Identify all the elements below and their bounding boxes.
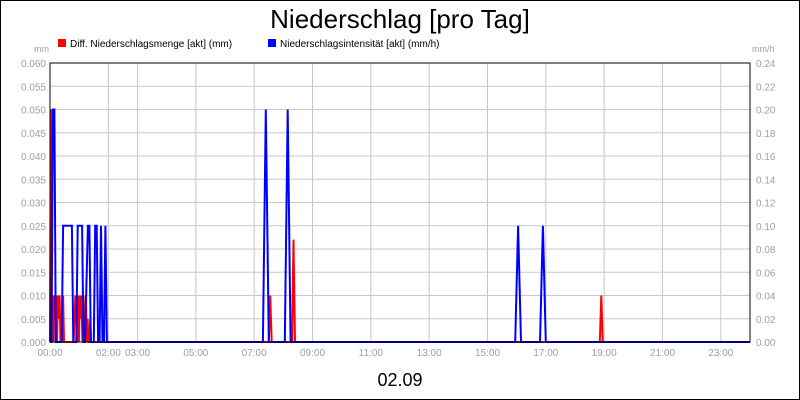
x-tick-label: 05:00 [183,348,208,359]
y-right-tick-label: 0.24 [756,59,776,70]
y-right-tick-label: 0.16 [756,152,776,163]
y-right-tick-label: 0.02 [756,315,776,326]
y-left-tick-label: 0.010 [21,292,46,303]
y-right-tick-label: 0.22 [756,82,776,93]
x-tick-label: 17:00 [533,348,558,359]
x-tick-label: 09:00 [300,348,325,359]
y-right-unit: mm/h [752,44,775,54]
x-tick-label: 13:00 [417,348,442,359]
x-tick-label: 21:00 [650,348,675,359]
y-left-tick-label: 0.020 [21,245,46,256]
legend-swatch-blue [268,39,276,47]
legend-label-niederschlagsintensitaet: Niederschlagsintensität [akt] (mm/h) [280,39,440,50]
legend-swatch-red [58,39,66,47]
y-left-tick-label: 0.040 [21,152,46,163]
x-tick-label: 15:00 [475,348,500,359]
y-left-tick-label: 0.030 [21,199,46,210]
y-right-tick-label: 0.04 [756,292,776,303]
y-right-tick-label: 0.00 [756,338,776,349]
x-tick-label: 00:00 [37,348,62,359]
x-tick-label: 07:00 [242,348,267,359]
y-left-tick-label: 0.035 [21,175,46,186]
y-right-tick-label: 0.10 [756,222,776,233]
date-label: 02.09 [377,370,422,390]
legend-label-niederschlagsmenge: Diff. Niederschlagsmenge [akt] (mm) [70,39,232,50]
y-left-tick-label: 0.025 [21,222,46,233]
y-left-tick-label: 0.000 [21,338,46,349]
x-tick-label: 02:00 [96,348,121,359]
y-left-tick-label: 0.005 [21,315,46,326]
legend: Diff. Niederschlagsmenge [akt] (mm) Nied… [58,39,440,50]
y-left-tick-label: 0.045 [21,129,46,140]
x-tick-label: 03:00 [125,348,150,359]
y-right-tick-label: 0.18 [756,129,776,140]
y-right-axis: 0.00 0.02 0.04 0.06 0.08 0.10 0.12 0.14 0.16 0.18… [756,59,776,349]
grid [50,63,750,342]
x-tick-label: 23:00 [708,348,733,359]
y-right-tick-label: 0.12 [756,199,776,210]
chart-title: Niederschlag [pro Tag] [270,4,530,34]
y-left-tick-label: 0.060 [21,59,46,70]
x-tick-label: 11:00 [359,348,384,359]
y-right-tick-label: 0.06 [756,268,776,279]
y-left-axis: 0.000 0.005 0.010 0.015 0.020 0.025 0.030 0.035… [21,59,46,349]
y-left-tick-label: 0.015 [21,268,46,279]
y-right-tick-label: 0.20 [756,106,776,117]
y-right-tick-label: 0.14 [756,175,776,186]
y-left-unit: mm [34,44,49,54]
y-left-tick-label: 0.050 [21,106,46,117]
x-axis: 00:00 02:00 03:00 05:00 07:00 09:00 11:00 13:00… [37,348,733,359]
plot-area-border [49,62,751,343]
y-left-tick-label: 0.055 [21,82,46,93]
x-tick-label: 19:00 [592,348,617,359]
y-right-tick-label: 0.08 [756,245,776,256]
